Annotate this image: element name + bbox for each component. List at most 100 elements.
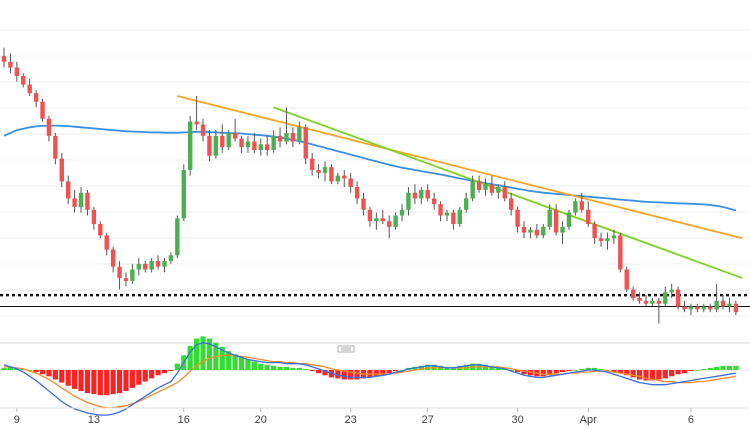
macd-histogram-bar-negative — [547, 370, 553, 376]
candle-body — [476, 181, 482, 190]
bearish-candle — [239, 135, 244, 153]
candle-body — [72, 198, 77, 207]
candle-body — [451, 212, 456, 225]
bearish-candle — [33, 90, 39, 108]
bullish-candle — [162, 258, 167, 273]
bearish-candle — [451, 209, 456, 230]
candle-body — [59, 158, 64, 182]
macd-histogram-bar-positive — [258, 363, 264, 370]
candle-body — [117, 266, 122, 279]
candle-body — [502, 187, 507, 199]
macd-histogram-bar-negative — [97, 370, 103, 396]
macd-histogram-bar-positive — [238, 357, 245, 370]
candle-body — [598, 238, 604, 242]
candle-body — [573, 201, 578, 213]
macd-histogram-bar-positive — [200, 336, 206, 370]
bearish-candle — [476, 175, 482, 193]
macd-histogram-bar-positive — [726, 365, 733, 370]
bearish-candle — [380, 209, 385, 225]
macd-histogram-bar-positive — [296, 367, 302, 370]
candle-body — [1, 56, 7, 62]
bearish-candle — [592, 221, 597, 244]
candle-body — [483, 184, 488, 190]
macd-histogram-bar-negative — [611, 370, 617, 373]
bullish-candle — [470, 175, 475, 202]
macd-histogram-bar-negative — [149, 370, 155, 379]
candle-body — [663, 292, 668, 304]
bullish-candle — [688, 303, 694, 316]
macd-histogram-bar-positive — [194, 338, 200, 370]
candle-body — [701, 306, 706, 310]
bearish-candle — [630, 286, 636, 301]
support-levels — [0, 293, 750, 308]
bullish-candle — [573, 198, 578, 216]
macd-histogram-bar-negative — [649, 370, 656, 381]
candle-body — [399, 209, 405, 216]
bullish-candle — [419, 187, 424, 205]
bullish-candle — [284, 107, 289, 145]
bearish-candle — [695, 303, 700, 313]
candle-body — [33, 93, 39, 102]
candle-body — [733, 303, 739, 313]
candle-body — [187, 121, 193, 170]
candle-body — [643, 300, 649, 304]
bearish-candle — [110, 246, 116, 273]
bearish-candle — [675, 286, 681, 310]
bearish-candle — [348, 172, 353, 193]
bullish-candle — [297, 121, 302, 145]
bearish-candle — [521, 221, 527, 239]
macd-histogram-bar-positive — [592, 367, 598, 370]
candle-body — [521, 226, 527, 233]
macd-histogram-bar-negative — [624, 370, 630, 376]
bearish-candle — [387, 215, 392, 239]
bullish-candle — [605, 232, 610, 250]
bearish-candle — [508, 192, 514, 216]
orange-trendline — [177, 95, 743, 240]
macd-histogram-bar-positive — [283, 366, 290, 370]
macd-histogram-bar-negative — [386, 370, 392, 374]
candle-body — [592, 224, 597, 239]
bearish-candle — [98, 221, 103, 239]
bullish-candle — [669, 283, 674, 299]
macd-histogram-bar-negative — [393, 370, 399, 372]
macd-histogram-bar-negative — [309, 370, 315, 372]
macd-histogram-bar-positive — [579, 368, 585, 370]
macd-histogram-bar-positive — [508, 370, 514, 371]
bearish-candle — [194, 95, 199, 131]
candle-body — [637, 298, 642, 301]
macd-histogram-bar-negative — [168, 370, 174, 372]
bearish-candle — [598, 232, 604, 247]
candle-body — [489, 184, 495, 193]
candle-body — [239, 138, 244, 148]
candle-body — [136, 263, 142, 270]
bearish-candle — [8, 53, 13, 74]
bullish-candle — [322, 161, 328, 182]
bearish-candle — [290, 127, 296, 148]
candle-body — [727, 303, 732, 307]
panel-resize-handle[interactable] — [337, 345, 355, 353]
bearish-candle — [720, 295, 726, 310]
bullish-candle — [547, 204, 552, 230]
macd-histogram-bar-positive — [489, 365, 495, 370]
candle-body — [143, 263, 148, 270]
candles — [1, 47, 739, 324]
candle-body — [714, 300, 719, 310]
macd-histogram-bar-positive — [720, 365, 726, 370]
x-tick-label: 20 — [255, 414, 267, 426]
candle-body — [213, 135, 219, 156]
macd-histogram-bar-positive — [714, 366, 720, 370]
bearish-candle — [367, 206, 373, 227]
candle-body — [303, 127, 308, 159]
bearish-candle — [489, 175, 495, 196]
bearish-candle — [586, 201, 591, 227]
bearish-candle — [708, 303, 713, 313]
bullish-candle — [727, 298, 732, 313]
bearish-candle — [682, 300, 687, 313]
bearish-candle — [123, 272, 129, 287]
macd-histogram-bar-positive — [219, 346, 225, 370]
macd-histogram-bar-positive — [187, 345, 193, 370]
bearish-candle — [200, 118, 206, 142]
candle-body — [226, 132, 231, 148]
macd-histogram-bar-negative — [521, 370, 527, 375]
bullish-candle — [496, 184, 501, 199]
